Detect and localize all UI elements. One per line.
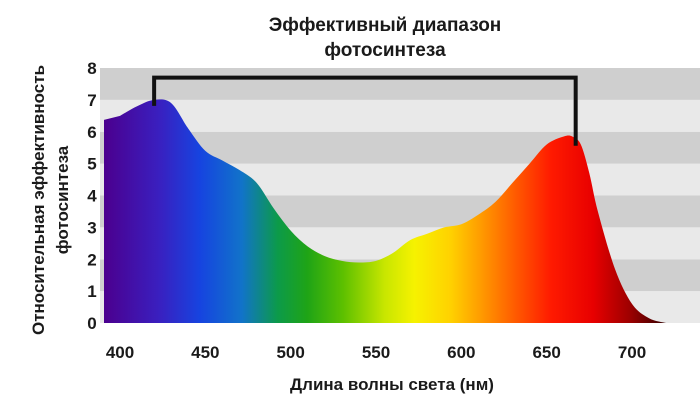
x-tick-label: 600 [447, 343, 475, 362]
y-tick-label: 5 [87, 155, 96, 174]
y-tick-label: 1 [87, 282, 96, 301]
x-tick-label: 700 [618, 343, 646, 362]
x-tick-labels: 400 450 500 550 600 650 700 [106, 343, 646, 362]
spectrum-area [104, 99, 667, 323]
y-axis-label-line-1: Относительная эффективность [29, 65, 48, 335]
x-tick-label: 400 [106, 343, 134, 362]
x-tick-label: 650 [532, 343, 560, 362]
grid-band [100, 68, 700, 100]
y-tick-label: 0 [87, 314, 96, 333]
x-tick-label: 450 [191, 343, 219, 362]
y-axis-label-line-2: фотосинтеза [53, 145, 72, 254]
y-tick-label: 3 [87, 218, 96, 237]
x-tick-label: 500 [276, 343, 304, 362]
effective-range-bracket [152, 75, 578, 146]
y-tick-labels: 0 1 2 3 4 5 6 7 8 [87, 59, 97, 333]
y-tick-label: 4 [87, 187, 97, 206]
chart-title-line-2: фотосинтеза [324, 40, 446, 61]
y-tick-label: 8 [87, 59, 96, 78]
y-tick-label: 7 [87, 91, 96, 110]
y-tick-label: 2 [87, 250, 96, 269]
chart-title-line-1: Эффективный диапазон [269, 15, 502, 36]
x-tick-label: 550 [362, 343, 390, 362]
x-axis-label: Длина волны света (нм) [290, 375, 494, 394]
grid-band [100, 99, 700, 132]
y-tick-label: 6 [87, 123, 96, 142]
